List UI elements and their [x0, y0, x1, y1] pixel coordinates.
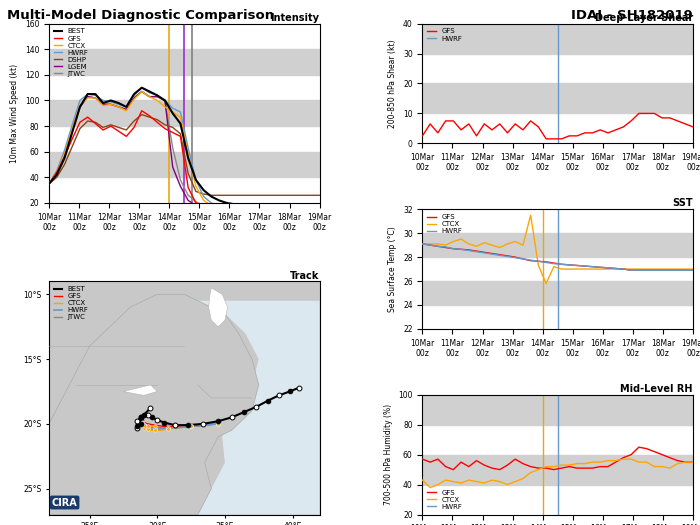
Y-axis label: 700-500 hPa Humidity (%): 700-500 hPa Humidity (%) [384, 404, 393, 505]
Legend: GFS, HWRF: GFS, HWRF [426, 27, 463, 43]
Polygon shape [49, 281, 259, 514]
Bar [49, 152, 320, 177]
Text: Track: Track [290, 270, 320, 280]
Legend: BEST, GFS, CTCX, HWRF, DSHP, LGEM, JTWC: BEST, GFS, CTCX, HWRF, DSHP, LGEM, JTWC [52, 27, 90, 78]
Text: IDAI - SH182019: IDAI - SH182019 [571, 9, 693, 23]
Text: Intensity: Intensity [271, 13, 320, 23]
Bar [49, 49, 320, 75]
Legend: BEST, GFS, CTCX, HWRF, JTWC: BEST, GFS, CTCX, HWRF, JTWC [52, 285, 90, 322]
Text: CIRA: CIRA [52, 498, 78, 508]
Y-axis label: 10m Max Wind Speed (kt): 10m Max Wind Speed (kt) [10, 64, 19, 163]
Text: Multi-Model Diagnostic Comparison: Multi-Model Diagnostic Comparison [7, 9, 274, 23]
Bar [422, 24, 693, 54]
Y-axis label: Sea Surface Temp (°C): Sea Surface Temp (°C) [389, 226, 398, 312]
Polygon shape [123, 385, 158, 395]
Polygon shape [184, 301, 320, 514]
Polygon shape [209, 288, 228, 327]
Text: Deep-Layer Shear: Deep-Layer Shear [595, 13, 693, 23]
Bar [422, 83, 693, 113]
Bar [422, 281, 693, 305]
Text: SST: SST [673, 198, 693, 208]
Bar [422, 395, 693, 425]
Legend: GFS, CTCX, HWRF: GFS, CTCX, HWRF [426, 488, 463, 511]
Text: Mid-Level RH: Mid-Level RH [620, 384, 693, 394]
Y-axis label: 200-850 hPa Shear (kt): 200-850 hPa Shear (kt) [389, 39, 398, 128]
Legend: GFS, CTCX, HWRF: GFS, CTCX, HWRF [426, 213, 463, 236]
Bar [422, 233, 693, 257]
Bar [49, 100, 320, 126]
Bar [422, 455, 693, 485]
